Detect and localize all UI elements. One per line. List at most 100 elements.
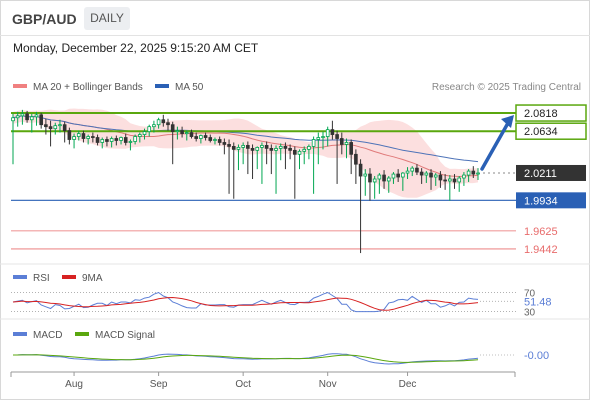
candle-body bbox=[369, 174, 372, 182]
candle-body bbox=[110, 139, 113, 142]
candle-body bbox=[30, 117, 33, 120]
candle-body bbox=[21, 114, 24, 116]
candle-body bbox=[242, 145, 245, 147]
candle-body bbox=[463, 175, 466, 178]
candle-body bbox=[439, 175, 442, 180]
candle-body bbox=[138, 135, 141, 137]
candle-body bbox=[35, 115, 38, 117]
candle-body bbox=[218, 140, 221, 143]
ma50-legend-label: MA 50 bbox=[175, 82, 204, 93]
candle-body bbox=[378, 175, 381, 179]
candle-body bbox=[124, 138, 127, 143]
candle-body bbox=[12, 118, 15, 121]
candle-body bbox=[68, 131, 71, 140]
candle-body bbox=[134, 137, 137, 142]
candle-body bbox=[345, 142, 348, 144]
candle-body bbox=[406, 171, 409, 173]
candle-body bbox=[458, 178, 461, 182]
candle-body bbox=[232, 146, 235, 149]
candle-body bbox=[298, 151, 301, 154]
candle-body bbox=[228, 144, 231, 146]
level-label-1: 2.0634 bbox=[524, 126, 558, 138]
candle-body bbox=[359, 164, 362, 176]
candle-body bbox=[392, 174, 395, 178]
bollinger-band-area bbox=[13, 109, 478, 198]
bollinger-legend-label: MA 20 + Bollinger Bands bbox=[33, 82, 143, 93]
candle-body bbox=[448, 179, 451, 181]
macd-legend-swatch bbox=[13, 332, 27, 336]
candle-body bbox=[387, 178, 390, 181]
candle-body bbox=[44, 125, 47, 127]
forecast-arrow-shaft bbox=[482, 123, 508, 169]
candle-body bbox=[331, 130, 334, 135]
candle-body bbox=[195, 137, 198, 139]
candle-body bbox=[279, 146, 282, 148]
candle-body bbox=[308, 146, 311, 149]
candle-body bbox=[317, 138, 320, 140]
candle-body bbox=[143, 132, 146, 135]
candle-body bbox=[26, 114, 29, 120]
macd-panel: -0.00 bbox=[13, 350, 549, 364]
candle-body bbox=[54, 126, 57, 129]
rsi-legend-swatch bbox=[13, 275, 27, 279]
candle-body bbox=[148, 127, 151, 132]
candle-body bbox=[237, 147, 240, 149]
candle-body bbox=[16, 116, 19, 118]
rsi9-legend-label: 9MA bbox=[82, 273, 103, 284]
bollinger-legend-swatch bbox=[13, 84, 27, 88]
candle-body bbox=[354, 154, 357, 164]
candle-body bbox=[157, 120, 160, 125]
candle-body bbox=[416, 168, 419, 172]
time-label-nov: Nov bbox=[319, 379, 337, 390]
macd-legend-label: MACD bbox=[33, 330, 62, 341]
candle-body bbox=[289, 148, 292, 150]
candle-body bbox=[214, 140, 217, 141]
candle-body bbox=[284, 146, 287, 148]
candle-body bbox=[190, 133, 193, 137]
candle-body bbox=[204, 136, 207, 138]
ma50-legend-swatch bbox=[155, 84, 169, 88]
level-label-5: 1.9442 bbox=[524, 244, 558, 256]
candle-body bbox=[115, 139, 118, 141]
candle-body bbox=[63, 125, 66, 131]
candle-body bbox=[411, 168, 414, 171]
candle-body bbox=[171, 125, 174, 132]
macd-signal-legend-label: MACD Signal bbox=[95, 330, 155, 341]
candle-body bbox=[73, 137, 76, 140]
rsi-legend-label: RSI bbox=[33, 273, 50, 284]
candle-body bbox=[425, 173, 428, 175]
candle-body bbox=[181, 131, 184, 134]
candle-body bbox=[453, 179, 456, 182]
candle-body bbox=[82, 134, 85, 139]
candle-body bbox=[40, 115, 43, 125]
candle-body bbox=[59, 125, 62, 126]
candle-body bbox=[397, 174, 400, 177]
time-axis: Aug Sep Oct Nov Dec bbox=[65, 372, 416, 390]
time-label-aug: Aug bbox=[65, 379, 83, 390]
candle-body bbox=[185, 133, 188, 134]
candle-body bbox=[472, 171, 475, 174]
candle-body bbox=[420, 172, 423, 175]
candle-body bbox=[209, 138, 212, 141]
candle-body bbox=[256, 147, 259, 150]
level-label-4: 1.9625 bbox=[524, 226, 558, 238]
candle-body bbox=[265, 145, 268, 148]
macd-signal-legend-swatch bbox=[75, 332, 89, 336]
candle-body bbox=[246, 145, 249, 148]
candle-body bbox=[275, 148, 278, 150]
candle-body bbox=[444, 180, 447, 181]
candle-body bbox=[434, 175, 437, 177]
candle-body bbox=[91, 137, 94, 138]
candle-body bbox=[167, 123, 170, 125]
candle-body bbox=[350, 142, 353, 154]
candle-body bbox=[49, 127, 52, 129]
level-label-3: 1.9934 bbox=[524, 195, 558, 207]
candle-body bbox=[373, 179, 376, 182]
candle-body bbox=[336, 135, 339, 139]
candle-body bbox=[270, 148, 273, 150]
candle-body bbox=[77, 134, 80, 137]
candle-body bbox=[129, 141, 132, 142]
candle-body bbox=[120, 138, 123, 141]
